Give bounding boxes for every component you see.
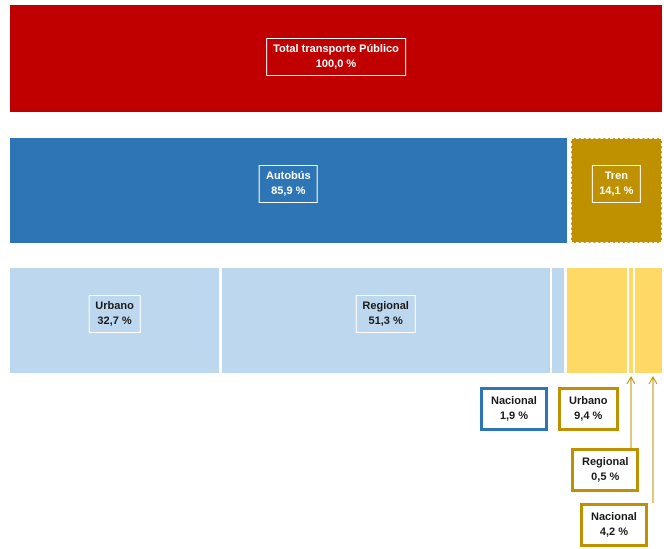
arrow-head — [648, 375, 658, 385]
label: Urbano 9,4 % — [558, 387, 619, 431]
label-value: 51,3 % — [368, 314, 403, 327]
label: Nacional 4,2 % — [580, 503, 648, 547]
segment — [10, 138, 567, 243]
segment — [570, 138, 662, 243]
label-name: Regional — [362, 299, 409, 312]
segment — [552, 268, 565, 373]
label-name: Urbano — [95, 299, 134, 312]
label: Total transporte Público 100,0 % — [266, 37, 406, 76]
label-value: 0,5 % — [591, 471, 620, 483]
segment — [10, 5, 662, 112]
label-value: 9,4 % — [574, 410, 603, 422]
label-value: 1,9 % — [499, 410, 528, 422]
label-value: 32,7 % — [97, 314, 132, 327]
segment — [566, 268, 627, 373]
label-name: Total transporte Público — [273, 42, 399, 55]
label-value: 100,0 % — [315, 57, 357, 70]
label: Regional 0,5 % — [571, 448, 640, 492]
segment — [221, 268, 550, 373]
label-value: 85,9 % — [271, 184, 306, 197]
segment — [629, 268, 633, 373]
label: Regional 51,3 % — [355, 294, 416, 333]
arrow-head — [626, 375, 636, 385]
label-name: Tren — [604, 169, 628, 182]
label: Tren 14,1 % — [592, 164, 641, 203]
label-name: Regional — [582, 456, 629, 468]
label-name: Urbano — [569, 395, 608, 407]
label: Autobús 85,9 % — [259, 164, 318, 203]
label-value: 14,1 % — [599, 184, 634, 197]
label-value: 4,2 % — [599, 526, 628, 538]
label-name: Nacional — [491, 395, 537, 407]
label: Urbano 32,7 % — [88, 294, 141, 333]
label-name: Nacional — [591, 511, 637, 523]
label-name: Autobús — [266, 169, 311, 182]
segment — [635, 268, 662, 373]
label: Nacional 1,9 % — [480, 387, 548, 431]
segment — [10, 268, 220, 373]
